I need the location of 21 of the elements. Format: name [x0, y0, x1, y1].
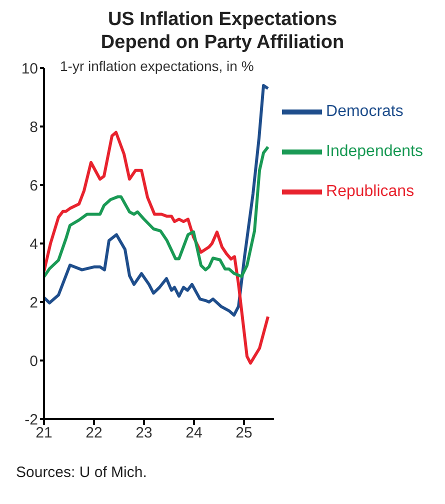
legend-label: Democrats	[326, 103, 404, 120]
legend-label: Independents	[326, 143, 423, 160]
legend-label: Republicans	[326, 183, 414, 200]
y-tick-label: 2	[30, 294, 38, 312]
y-tick-label: 8	[30, 118, 38, 136]
y-tick-label: 6	[30, 177, 38, 194]
source-note: Sources: U of Mich.	[16, 464, 148, 481]
x-tick-label: 21	[36, 424, 52, 442]
line-series	[44, 145, 270, 278]
x-tick-label: 22	[86, 424, 102, 442]
y-tick-label: 10	[21, 60, 38, 78]
chart-title: US Inflation Expectations Depend on Party Affiliation	[100, 8, 346, 54]
x-tick-label: 24	[186, 424, 202, 442]
chart-subtitle: 1-yr inflation expectations, in %	[60, 58, 254, 74]
y-tick-label: 4	[30, 236, 38, 253]
y-tick-label: -2	[24, 411, 38, 428]
x-tick-label: 23	[136, 424, 152, 442]
x-tick-label: 25	[236, 424, 252, 442]
line-series	[44, 84, 270, 317]
y-tick-label: 0	[30, 352, 38, 370]
line-series	[44, 130, 270, 365]
